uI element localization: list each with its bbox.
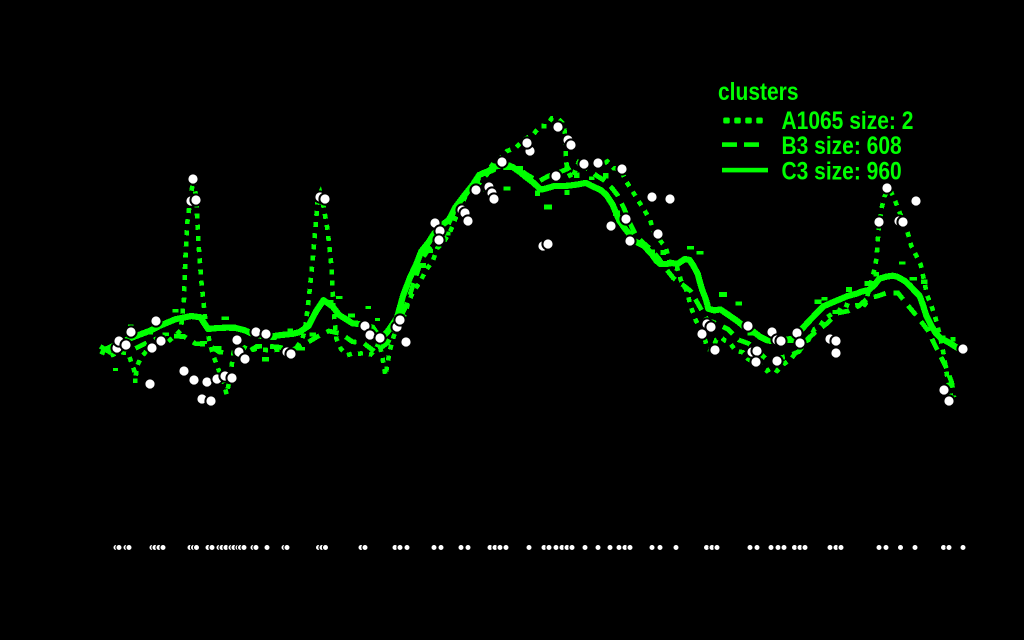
svg-text:A1065 size: 2: A1065 size: 2 [782,106,914,134]
svg-text:C3 size: 960: C3 size: 960 [782,157,902,185]
svg-text:clusters: clusters [718,77,799,105]
svg-text:B3 size: 608: B3 size: 608 [782,131,902,159]
